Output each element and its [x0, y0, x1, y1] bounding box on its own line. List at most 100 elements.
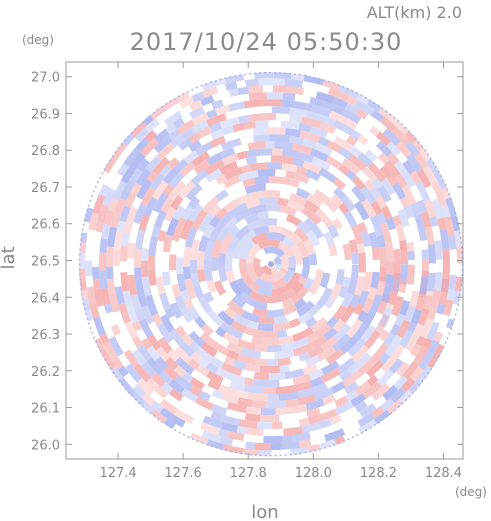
radar-cell [238, 292, 257, 307]
radar-cell [366, 374, 379, 387]
radar-cell [219, 414, 240, 426]
radar-cell [311, 335, 328, 349]
radar-cell [448, 274, 457, 290]
radar-cell [387, 113, 399, 125]
radar-cell [318, 136, 330, 147]
radar-cell [179, 161, 196, 177]
radar-cell [415, 335, 427, 347]
radar-cell [238, 114, 250, 124]
radar-cell [351, 224, 364, 245]
radar-cell [323, 327, 338, 341]
radar-cell [138, 318, 154, 338]
radar-cell [225, 372, 246, 385]
radar-cell [217, 310, 235, 327]
radar-cell [387, 152, 400, 165]
radar-cell [401, 184, 417, 205]
radar-cell [137, 344, 152, 362]
radar-cell [345, 390, 359, 402]
radar-cell [391, 126, 411, 146]
radar-cell [258, 316, 275, 325]
radar-cell [296, 300, 315, 317]
radar-cell [227, 236, 240, 253]
radar-cell [198, 235, 210, 252]
x-tick-label: 128.0 [295, 466, 332, 481]
radar-cell [243, 121, 256, 130]
radar-cell [241, 164, 252, 174]
radar-cell [238, 419, 258, 429]
radar-cell [328, 244, 338, 256]
radar-cell [292, 431, 311, 442]
radar-cell [272, 457, 286, 465]
radar-cell [239, 258, 249, 277]
radar-cell [399, 167, 416, 189]
radar-cell [174, 295, 187, 310]
radar-cell [189, 106, 206, 119]
radar-cell [396, 319, 411, 339]
radar-cell [337, 357, 356, 374]
radar-cell [392, 214, 402, 226]
radar-cell [357, 152, 373, 168]
radar-cell [394, 313, 406, 327]
radar-cell [191, 120, 209, 134]
radar-cell [371, 247, 380, 260]
radar-cell [133, 203, 147, 224]
radar-cell [335, 269, 345, 286]
radar-cell [205, 168, 223, 183]
radar-cell [114, 286, 126, 305]
radar-cell [289, 114, 303, 124]
radar-cell [278, 391, 300, 401]
radar-cell [391, 334, 403, 347]
radar-cell [182, 246, 192, 267]
radar-cell [159, 164, 173, 178]
radar-cell [301, 342, 315, 354]
radar-cell [339, 335, 359, 355]
radar-cell [310, 316, 328, 333]
radar-cell [440, 204, 451, 218]
radar-cell [251, 190, 267, 200]
radar-cell [387, 174, 398, 187]
radar-cell [314, 208, 334, 228]
radar-cell [378, 246, 388, 268]
radar-cell [340, 304, 356, 324]
radar-cell [131, 349, 147, 366]
radar-cell [243, 99, 264, 109]
radar-cell [306, 407, 321, 418]
y-tick-label: 26.0 [31, 438, 60, 453]
radar-cell [349, 293, 361, 308]
radar-cell [210, 357, 224, 369]
radar-cell [281, 155, 294, 165]
radar-cell [305, 110, 322, 122]
radar-cell [185, 183, 203, 201]
radar-cell [412, 323, 425, 338]
radar-cell [348, 360, 363, 375]
radar-cell [378, 267, 387, 282]
radar-cell [259, 449, 272, 457]
radar-cell [141, 247, 149, 261]
radar-cell [280, 99, 294, 108]
radar-cell [120, 168, 135, 184]
radar-cell [426, 158, 440, 174]
radar-cell [387, 290, 398, 306]
radar-cell [373, 224, 384, 237]
radar-cell [406, 241, 415, 252]
radar-cell [79, 280, 87, 291]
radar-cell [301, 206, 322, 225]
radar-cell [445, 196, 458, 217]
radar-cell [236, 72, 250, 75]
radar-cell [246, 218, 265, 232]
radar-cell [257, 323, 274, 332]
radar-cell [231, 329, 244, 340]
radar-cell [281, 342, 294, 352]
radar-cell [195, 396, 214, 411]
radar-cell [278, 335, 295, 345]
radar-cell [215, 367, 229, 379]
radar-cell [421, 249, 429, 260]
radar-cell [365, 359, 385, 378]
radar-cell [360, 324, 376, 343]
radar-cell [215, 207, 228, 220]
radar-center [268, 261, 275, 268]
radar-cell [297, 312, 312, 325]
radar-cell [100, 223, 111, 240]
y-tick-label: 26.6 [31, 218, 60, 233]
radar-cell [342, 117, 359, 130]
